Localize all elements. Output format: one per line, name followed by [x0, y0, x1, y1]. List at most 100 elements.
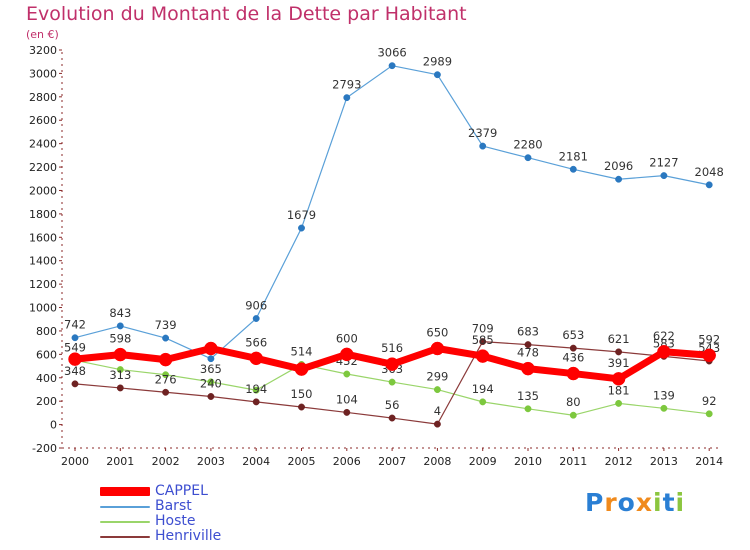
y-tick-label: 1800	[29, 208, 57, 221]
data-point-cappel	[475, 349, 490, 363]
x-tick-label: 2000	[61, 455, 89, 468]
data-point-barst	[162, 334, 170, 342]
legend-item-barst: Barst	[100, 499, 260, 514]
data-label-hoste: 139	[653, 388, 675, 402]
y-tick-label: 1200	[29, 278, 57, 291]
data-point-cappel	[385, 357, 399, 371]
data-point-cappel	[204, 341, 218, 356]
y-tick-label: -200	[32, 442, 57, 455]
y-tick-label: 3200	[29, 44, 57, 57]
legend-label: Henriville	[155, 528, 222, 544]
x-tick-label: 2004	[242, 455, 270, 468]
data-point-henriville	[207, 393, 215, 400]
data-point-hoste	[388, 378, 396, 386]
data-point-cappel	[68, 352, 82, 366]
y-tick-label: 2800	[29, 91, 57, 104]
data-point-barst	[71, 334, 79, 342]
data-label-cappel: 598	[109, 332, 131, 346]
logo-letter: t	[662, 488, 676, 517]
data-point-henriville	[298, 403, 305, 411]
data-label-barst: 742	[64, 318, 86, 332]
data-point-hoste	[433, 386, 441, 394]
data-label-barst: 2793	[332, 78, 361, 92]
data-point-barst	[298, 224, 305, 232]
legend-label: Hoste	[155, 513, 196, 529]
data-point-hoste	[705, 410, 713, 418]
chart-legend: CAPPEL Barst Hoste Henriville	[100, 484, 260, 544]
legend-swatch-cappel	[100, 487, 150, 496]
data-label-barst: 2989	[423, 55, 452, 69]
data-label-henriville: 583	[653, 336, 675, 350]
legend-item-henriville: Henriville	[100, 529, 260, 544]
data-label-henriville: 276	[155, 372, 177, 386]
y-tick-label: 1400	[29, 255, 57, 268]
x-tick-label: 2006	[333, 455, 361, 468]
data-point-barst	[343, 94, 351, 102]
data-label-cappel: 650	[426, 326, 448, 340]
data-label-henriville: 4	[434, 404, 441, 418]
legend-swatch-barst	[100, 506, 150, 508]
series-line-barst	[74, 65, 710, 360]
y-tick-label: 2200	[29, 161, 57, 174]
data-label-cappel: 592	[698, 332, 720, 346]
data-point-henriville	[71, 380, 79, 388]
data-point-hoste	[615, 399, 623, 407]
data-point-barst	[433, 71, 441, 79]
x-tick-label: 2010	[514, 455, 542, 468]
y-tick-label: 0	[50, 419, 57, 432]
data-label-cappel: 600	[336, 331, 358, 345]
y-tick-label: 1600	[29, 231, 57, 244]
data-label-hoste: 365	[200, 362, 222, 376]
data-label-hoste: 299	[426, 370, 448, 384]
data-label-henriville: 240	[200, 376, 222, 390]
y-tick-label: 1000	[29, 302, 57, 315]
data-label-barst: 906	[245, 299, 267, 313]
legend-item-cappel: CAPPEL	[100, 484, 260, 499]
data-point-henriville	[162, 388, 170, 396]
data-label-barst: 843	[109, 306, 131, 320]
logo-letter: i	[653, 488, 663, 517]
data-point-cappel	[294, 362, 309, 376]
data-label-hoste: 80	[566, 395, 581, 409]
x-tick-label: 2012	[605, 455, 633, 468]
legend-swatch-henriville	[100, 536, 150, 538]
data-point-barst	[660, 172, 668, 180]
data-label-henriville: 150	[291, 387, 313, 401]
x-tick-label: 2007	[378, 455, 406, 468]
data-point-henriville	[388, 414, 396, 422]
y-tick-label: 800	[36, 325, 57, 338]
data-point-barst	[615, 175, 623, 183]
data-point-cappel	[521, 361, 535, 376]
data-point-barst	[116, 322, 124, 330]
x-tick-label: 2011	[559, 455, 587, 468]
data-point-henriville	[615, 348, 623, 356]
data-label-hoste: 549	[64, 340, 86, 354]
data-label-henriville: 621	[608, 332, 630, 346]
data-point-hoste	[207, 378, 215, 386]
x-tick-label: 2001	[106, 455, 134, 468]
logo-letter: P	[585, 488, 605, 517]
data-point-cappel	[657, 345, 671, 359]
data-point-henriville	[569, 344, 577, 352]
data-label-henriville: 313	[109, 368, 131, 382]
data-label-cappel: 436	[562, 351, 584, 365]
data-label-cappel: 478	[517, 346, 539, 360]
x-tick-label: 2008	[423, 455, 451, 468]
data-label-barst: 2181	[559, 149, 588, 163]
data-point-henriville	[524, 341, 532, 349]
data-label-cappel: 622	[653, 329, 675, 343]
y-tick-label: 2600	[29, 114, 57, 127]
data-label-cappel: 516	[381, 341, 403, 355]
y-tick-label: 2000	[29, 184, 57, 197]
x-tick-label: 2005	[288, 455, 316, 468]
data-point-barst	[569, 165, 577, 173]
data-point-hoste	[660, 404, 668, 412]
data-point-barst	[252, 315, 260, 322]
x-tick-label: 2002	[152, 455, 180, 468]
data-label-hoste: 135	[517, 389, 539, 403]
y-tick-label: 400	[36, 372, 57, 385]
data-label-barst: 3066	[377, 46, 406, 60]
proxiti-logo: Proxiti	[585, 488, 685, 517]
